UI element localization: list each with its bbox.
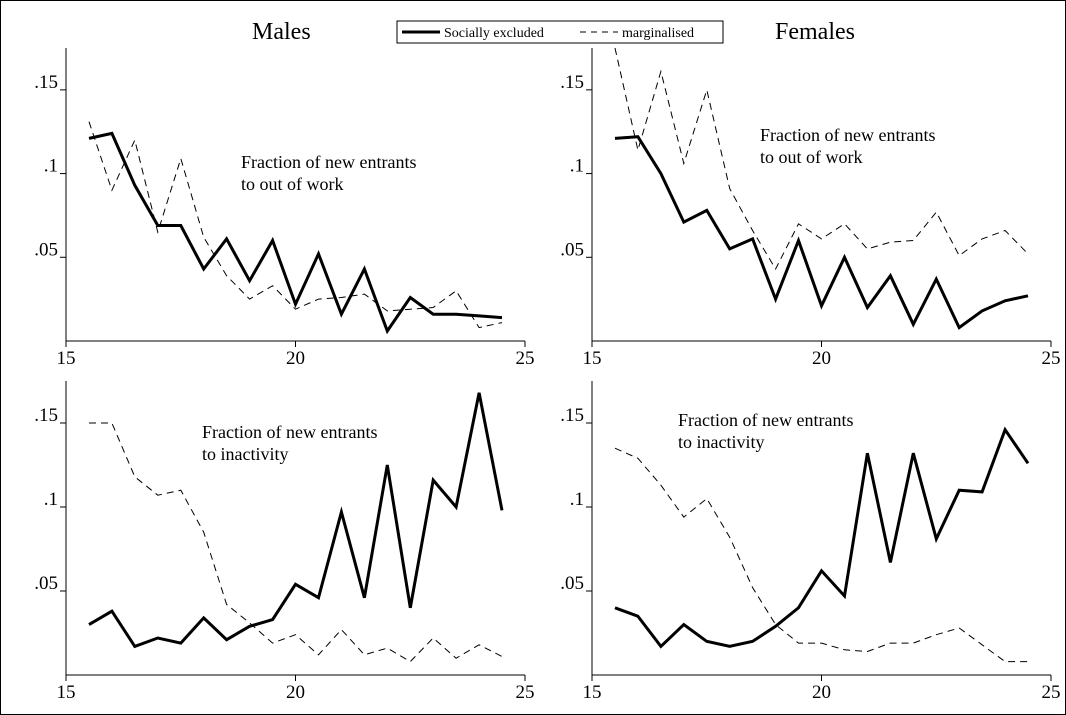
- y-tick-label: .1: [44, 489, 58, 510]
- y-tick-label: .05: [34, 239, 58, 260]
- y-tick-label: .15: [34, 405, 58, 426]
- x-tick-label: 25: [1042, 348, 1061, 369]
- x-tick-label: 15: [57, 682, 76, 703]
- series-line-socially-excluded: [614, 135, 1029, 330]
- y-tick-label: .1: [570, 489, 584, 510]
- x-tick-label: 20: [812, 348, 831, 369]
- x-tick-label: 25: [516, 682, 535, 703]
- y-tick-label: .1: [570, 156, 584, 177]
- y-tick-label: .15: [560, 72, 584, 93]
- legend-box: [396, 20, 724, 44]
- panel-females-out-of-work: .05 .1 .15 15 20 25 Fraction of new entrants to…: [560, 47, 1061, 369]
- panel-annotation: Fraction of new entrants to out of work: [241, 152, 416, 194]
- panel-females-inactivity: .05 .1 .15 15 20 25 Fraction of new entrants to…: [560, 381, 1061, 703]
- y-tick-label: .05: [560, 573, 584, 594]
- legend: Socially excluded marginalised: [396, 20, 724, 44]
- x-tick-label: 25: [1042, 682, 1061, 703]
- legend-label-socially-excluded: Socially excluded: [444, 26, 544, 41]
- series-line-socially-excluded: [614, 426, 1030, 649]
- series-line-marginalised: [614, 447, 1028, 663]
- x-tick-label: 15: [57, 348, 76, 369]
- y-tick-label: .05: [34, 573, 58, 594]
- x-tick-label: 25: [516, 348, 535, 369]
- panels: .05 .1 .15 15 20 25 Fraction of new entrants to…: [34, 47, 1061, 703]
- panel-annotation: Fraction of new entrants to inactivity: [678, 410, 853, 452]
- y-tick-label: .15: [560, 405, 584, 426]
- x-tick-label: 20: [286, 348, 305, 369]
- y-tick-label: .05: [560, 239, 584, 260]
- panel-males-out-of-work: .05 .1 .15 15 20 25 Fraction of new entrants to…: [34, 48, 535, 369]
- x-tick-label: 20: [286, 682, 305, 703]
- x-tick-label: 20: [812, 682, 831, 703]
- series-line-socially-excluded: [88, 392, 504, 649]
- y-tick-label: .15: [34, 72, 58, 93]
- y-tick-label: .1: [44, 156, 58, 177]
- legend-label-marginalised: marginalised: [622, 26, 694, 41]
- panel-annotation: Fraction of new entrants to out of work: [760, 125, 935, 167]
- header-females: Females: [775, 19, 855, 45]
- series-line-marginalised: [89, 422, 503, 663]
- series-line-marginalised: [88, 121, 503, 329]
- header-males: Males: [252, 19, 311, 45]
- series-line-marginalised: [614, 47, 1029, 271]
- x-tick-label: 15: [583, 682, 602, 703]
- x-tick-label: 15: [583, 348, 602, 369]
- panel-annotation: Fraction of new entrants to inactivity: [202, 422, 377, 464]
- panel-males-inactivity: .05 .1 .15 15 20 25 Fraction of new entrants to…: [34, 381, 535, 703]
- series-line-socially-excluded: [88, 131, 503, 335]
